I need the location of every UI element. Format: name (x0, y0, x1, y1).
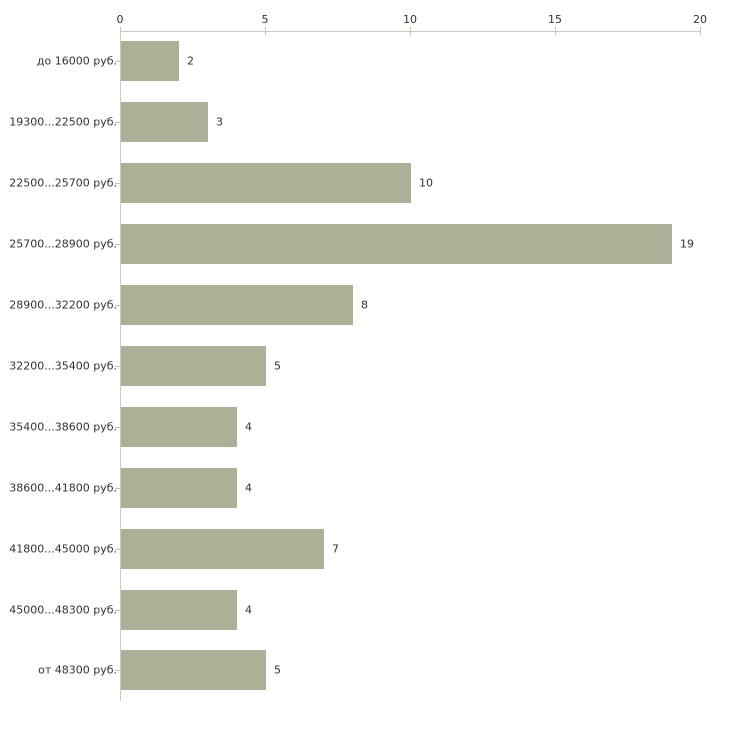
x-axis-tick-label: 0 (116, 13, 124, 26)
value-label: 4 (245, 420, 252, 434)
x-axis-tick-mark (700, 27, 701, 35)
bar (121, 163, 411, 204)
y-axis-tick-mark (115, 122, 120, 124)
value-label: 5 (274, 663, 281, 677)
bar-row: 35400...38600 руб. 4 (0, 396, 730, 457)
bar (121, 41, 179, 82)
category-label: 25700...28900 руб. (9, 237, 117, 251)
bar-row: до 16000 руб. 2 (0, 31, 730, 92)
x-axis-tick-mark (120, 27, 121, 35)
category-label: 35400...38600 руб. (9, 420, 117, 434)
x-axis-tick-mark (265, 27, 266, 35)
bar (121, 224, 672, 265)
value-label: 10 (419, 176, 433, 190)
category-label: 45000...48300 руб. (9, 603, 117, 617)
bar-row: 19300...22500 руб. 3 (0, 92, 730, 153)
y-axis-tick-mark (115, 670, 120, 672)
category-label: 19300...22500 руб. (9, 115, 117, 129)
bar-row: от 48300 руб. 5 (0, 640, 730, 701)
y-axis-tick-mark (115, 609, 120, 611)
y-axis-tick-mark (115, 426, 120, 428)
y-axis-tick-mark (115, 365, 120, 367)
x-axis-tick-label: 5 (261, 13, 269, 26)
value-label: 2 (187, 54, 194, 68)
bar (121, 467, 237, 508)
y-axis-tick-mark (115, 61, 120, 63)
category-label: 38600...41800 руб. (9, 481, 117, 495)
bar (121, 345, 266, 386)
y-axis-tick-mark (115, 305, 120, 307)
value-label: 8 (361, 298, 368, 312)
value-label: 19 (680, 237, 694, 251)
bar-row: 32200...35400 руб. 5 (0, 336, 730, 397)
category-label: 32200...35400 руб. (9, 359, 117, 373)
bar (121, 528, 324, 569)
x-axis-tick-label: 20 (693, 13, 707, 26)
y-axis-tick-mark (115, 487, 120, 489)
value-label: 5 (274, 359, 281, 373)
bar (121, 285, 353, 326)
category-label: от 48300 руб. (38, 663, 117, 677)
x-axis-tick-mark (410, 27, 411, 35)
bar-row: 41800...45000 руб. 7 (0, 518, 730, 579)
value-label: 4 (245, 603, 252, 617)
y-axis-tick-mark (115, 548, 120, 550)
category-label: 41800...45000 руб. (9, 542, 117, 556)
category-label: до 16000 руб. (36, 54, 117, 68)
y-axis-line (120, 31, 121, 701)
bar-row: 25700...28900 руб. 19 (0, 214, 730, 275)
bar-row: 28900...32200 руб. 8 (0, 275, 730, 336)
bar-row: 45000...48300 руб. 4 (0, 579, 730, 640)
y-axis-tick-mark (115, 183, 120, 185)
x-axis-tick-mark (555, 27, 556, 35)
category-label: 22500...25700 руб. (9, 176, 117, 190)
value-label: 4 (245, 481, 252, 495)
bar-row: 22500...25700 руб. 10 (0, 153, 730, 214)
value-label: 7 (332, 542, 339, 556)
x-axis-tick-label: 15 (548, 13, 562, 26)
x-axis-tick-label: 10 (403, 13, 417, 26)
category-label: 28900...32200 руб. (9, 298, 117, 312)
bar (121, 406, 237, 447)
bar-row: 38600...41800 руб. 4 (0, 457, 730, 518)
y-axis-tick-mark (115, 244, 120, 246)
bar (121, 650, 266, 691)
bar (121, 589, 237, 630)
value-label: 3 (216, 115, 223, 129)
bar (121, 102, 208, 143)
